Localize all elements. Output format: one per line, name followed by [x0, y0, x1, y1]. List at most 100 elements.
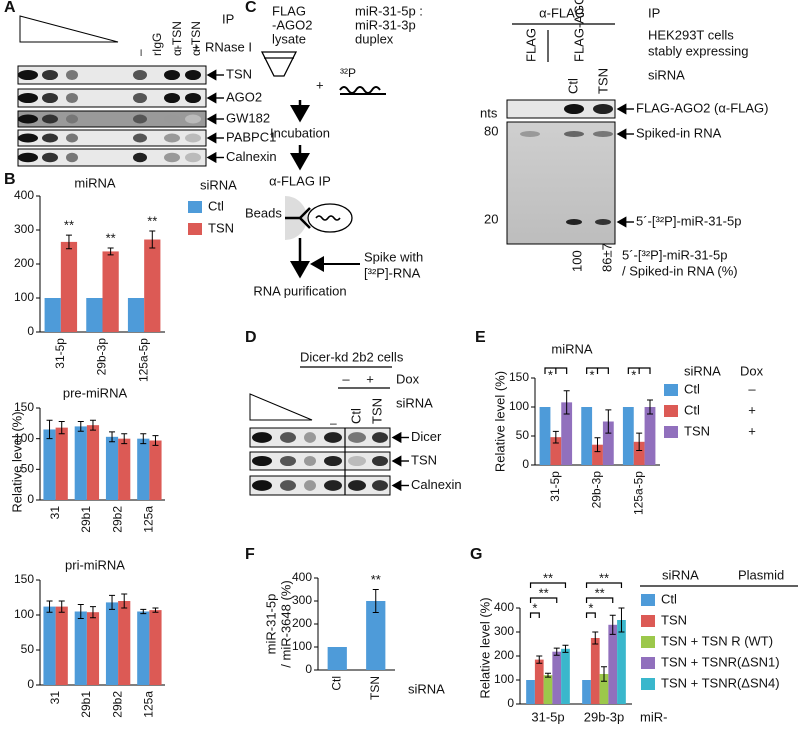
bar [74, 611, 87, 685]
gel-band [520, 131, 540, 137]
blot-band [18, 114, 38, 124]
significance: ** [539, 585, 549, 600]
error-bar [553, 647, 560, 656]
x-tick-label: 29b-3p [584, 709, 624, 724]
chart-title: pre-miRNA [63, 385, 128, 400]
significance: ** [371, 572, 381, 587]
rnase-mark: – [174, 39, 182, 54]
x-tick-label: 29b-3p [95, 338, 109, 376]
bar [149, 440, 162, 500]
bar [366, 601, 386, 670]
blot-band [252, 432, 272, 443]
blot-band [18, 152, 38, 163]
ip-label: IP [222, 11, 234, 26]
y-axis-label: Relative level (%) [477, 597, 492, 698]
panel-label: D [245, 329, 257, 346]
lane-label: – [330, 416, 337, 430]
bar [581, 407, 593, 465]
duplex [339, 86, 386, 95]
chart-title: pri-miRNA [65, 557, 125, 572]
error-bar [636, 432, 643, 451]
text: siRNA [396, 395, 433, 410]
error-bar [140, 433, 147, 445]
y-tick-label: 100 [14, 607, 34, 621]
size: 80 [484, 123, 498, 138]
legend-label: TSN [661, 612, 687, 627]
bar [617, 620, 626, 704]
panel-label: F [245, 546, 255, 563]
text: 5´-[³²P]-miR-31-5p [622, 247, 727, 262]
x-tick-label: 125a-5p [631, 471, 645, 515]
legend-swatch [641, 678, 655, 690]
band-label: GW182 [226, 110, 270, 125]
bar [543, 675, 553, 704]
bar [118, 438, 131, 500]
legend-label: TSN + TSNR(ΔSN1) [661, 654, 780, 669]
dilution-wedge [19, 15, 119, 43]
y-tick-label: 150 [509, 370, 529, 384]
lane-label: TSN [595, 68, 610, 94]
legend-title: siRNA [200, 177, 237, 192]
blot-band [185, 152, 201, 163]
bar [622, 407, 634, 465]
x-tick-label: 29b1 [79, 506, 93, 533]
error-bar [592, 631, 599, 645]
gel-band [595, 219, 611, 225]
significance-bracket [529, 582, 567, 588]
gel-band [566, 219, 582, 225]
legend-label: Ctl [684, 381, 700, 396]
x-axis-label: miR- [640, 709, 667, 724]
y-tick-label: 400 [292, 570, 312, 584]
error-bar [140, 608, 147, 615]
legend-title: Plasmid [738, 567, 784, 582]
y-tick-label: 300 [494, 624, 514, 638]
text: / Spiked-in RNA (%) [622, 263, 738, 278]
blot-band [185, 133, 201, 143]
x-tick-label: 31 [48, 506, 62, 520]
step: RNA purification [253, 283, 346, 298]
significance-bracket [529, 597, 558, 603]
y-tick-label: 100 [14, 431, 34, 445]
text: Spike with [364, 249, 423, 264]
error-bar [647, 399, 653, 415]
lane-label: FLAG [523, 28, 538, 62]
x-tick-label: 125a-5p [136, 338, 150, 382]
y-tick-label: 200 [292, 616, 312, 630]
blot-band [304, 432, 316, 443]
bar [552, 651, 562, 704]
text: miR-31-3p [355, 17, 416, 32]
bar [102, 251, 119, 332]
plus: ³²P [340, 66, 356, 80]
error-bar [77, 420, 84, 432]
error-bar [372, 589, 379, 613]
error-bar [109, 594, 116, 610]
band-label: Calnexin [411, 477, 462, 492]
error-bar [545, 672, 551, 678]
blot-band [348, 480, 366, 491]
band-label: PABPC1 [226, 129, 276, 144]
y-tick-label: 200 [14, 256, 34, 270]
significance: * [631, 367, 636, 382]
lane-label: rIgG [150, 33, 164, 56]
bar [592, 444, 603, 465]
bar [86, 425, 100, 500]
text: lysate [272, 31, 306, 46]
y-tick-label: 50 [21, 642, 35, 656]
bar [561, 648, 570, 704]
error-bar [605, 409, 612, 434]
error-bar [46, 600, 53, 613]
y-tick-label: 0 [507, 696, 514, 710]
error-bar [552, 430, 559, 444]
error-bar [58, 600, 65, 613]
band-label: Dicer [411, 429, 442, 444]
bar [105, 436, 119, 500]
error-bar [601, 666, 607, 682]
step: Incubation [270, 125, 330, 140]
band-label: FLAG-AGO2 (α-FLAG) [636, 100, 768, 115]
significance-bracket [585, 597, 614, 603]
rna [315, 215, 341, 221]
blot-band [304, 455, 316, 467]
error-bar [149, 230, 156, 249]
